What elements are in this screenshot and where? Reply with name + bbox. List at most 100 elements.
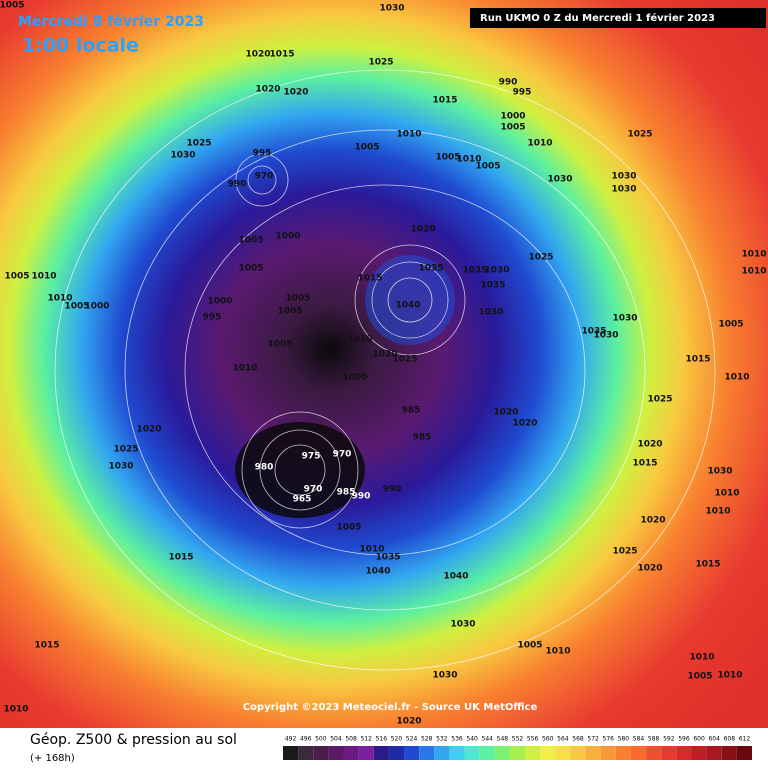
run: Run UKMO 0 Z du Mercredi 1 février 2023 [480,12,715,24]
pressure-label: 970 [304,485,323,495]
pressure-label: 985 [402,406,421,416]
pressure-label: 1035 [480,281,505,291]
legend-swatch [434,746,450,760]
pressure-label: 1010 [31,272,56,282]
pressure-label: 975 [302,452,321,462]
legend-subtitle: (+ 168h) [30,753,75,764]
legend-tick-label: 580 [618,736,630,743]
pressure-label: 1020 [640,516,665,526]
legend-tick-label: 572 [587,736,599,743]
pressure-label: 1025 [113,445,138,455]
legend-tick-label: 552 [512,736,524,743]
legend-tick-label: 532 [436,736,448,743]
pressure-label: 1010 [741,250,766,260]
legend-title: Géop. Z500 & pression au sol [30,732,237,748]
legend-swatch [736,746,752,760]
legend-tick-label: 500 [315,736,327,743]
pressure-label: 1015 [685,355,710,365]
legend-tick-label: 592 [663,736,675,743]
legend-swatch [358,746,374,760]
legend-swatch [328,746,344,760]
pressure-label: 970 [255,172,274,182]
legend-tick-label: 612 [739,736,751,743]
pressure-label: 1005 [354,143,379,153]
pressure-label: 1020 [136,425,161,435]
legend-tick-label: 568 [572,736,584,743]
pressure-label: 1010 [3,705,28,715]
pressure-label: 1005 [500,123,525,133]
pressure-label: 1010 [545,647,570,657]
pressure-label: 990 [383,485,402,495]
legend-tick-label: 600 [693,736,705,743]
pressure-label: 1025 [368,58,393,68]
pressure-label: 1010 [714,489,739,499]
pressure-label: 1020 [283,88,308,98]
pressure-label: 1030 [170,151,195,161]
pressure-label: 1005 [313,355,338,365]
pressure-label: 1010 [359,545,384,555]
pressure-label: 1035 [462,266,487,276]
pressure-label: 1015 [632,459,657,469]
legend-swatch [313,746,329,760]
legend-tick-label: 560 [542,736,554,743]
legend-swatch [630,746,647,760]
pressure-label: 1010 [527,139,552,149]
pressure-label: 1025 [186,139,211,149]
pressure-label: 1020 [372,350,397,360]
pressure-label: 1030 [547,175,572,185]
legend-swatch [525,746,541,760]
pressure-label: 990 [352,492,371,502]
legend-swatch [298,746,314,760]
legend-tick-label: 540 [466,736,478,743]
pressure-label: 1010 [47,294,72,304]
legend-tick-label: 516 [376,736,388,743]
pressure-label: 1025 [528,253,553,263]
pressure-label: 995 [203,313,222,323]
legend-tick-label: 512 [360,736,372,743]
pressure-label: 1040 [443,572,468,582]
pressure-label: 1000 [207,297,232,307]
pressure-label: 1005 [238,264,263,274]
legend-swatch [585,746,601,760]
legend-swatch [646,746,662,760]
pressure-label: 1005 [475,162,500,172]
pressure-label: 1000 [342,373,367,383]
legend-tick-label: 608 [724,736,736,743]
pressure-label: 1010 [724,373,749,383]
legend-swatch [615,746,631,760]
pressure-label: 1010 [347,335,372,345]
high-core [365,255,455,345]
legend-tick-label: 584 [633,736,645,743]
legend-swatch [343,746,359,760]
pressure-label: 1015 [34,641,59,651]
copyright: Copyright ©2023 Meteociel.fr - Source UK… [243,702,538,713]
legend-swatch [540,746,556,760]
legend-tick-label: 596 [678,736,690,743]
legend-swatch [404,746,420,760]
legend-tick-label: 496 [300,736,312,743]
legend-tick-label: 588 [648,736,660,743]
pressure-label: 995 [253,149,272,159]
pressure-label: 1030 [611,172,636,182]
date: Mercredi 8 février 2023 [18,14,204,30]
pressure-label: 1010 [396,130,421,140]
pressure-label: 995 [513,88,532,98]
pressure-label: 1025 [612,547,637,557]
pressure-label: 985 [337,488,356,498]
pressure-label: 1015 [695,560,720,570]
pressure-label: 1035 [375,553,400,563]
pressure-label: 1000 [84,302,109,312]
pressure-label: 1020 [396,717,421,727]
time: 1:00 locale [22,35,139,57]
pressure-label: 1005 [0,1,25,11]
pressure-label: 1030 [108,462,133,472]
pressure-label: 990 [228,180,247,190]
pressure-label: 980 [255,463,274,473]
pressure-label: 1030 [478,308,503,318]
pressure-label: 1020 [637,564,662,574]
pressure-label: 1035 [581,327,606,337]
pressure-label: 1005 [277,307,302,317]
legend-tick-label: 556 [527,736,539,743]
legend-tick-label: 564 [557,736,569,743]
pressure-label: 1010 [705,507,730,517]
